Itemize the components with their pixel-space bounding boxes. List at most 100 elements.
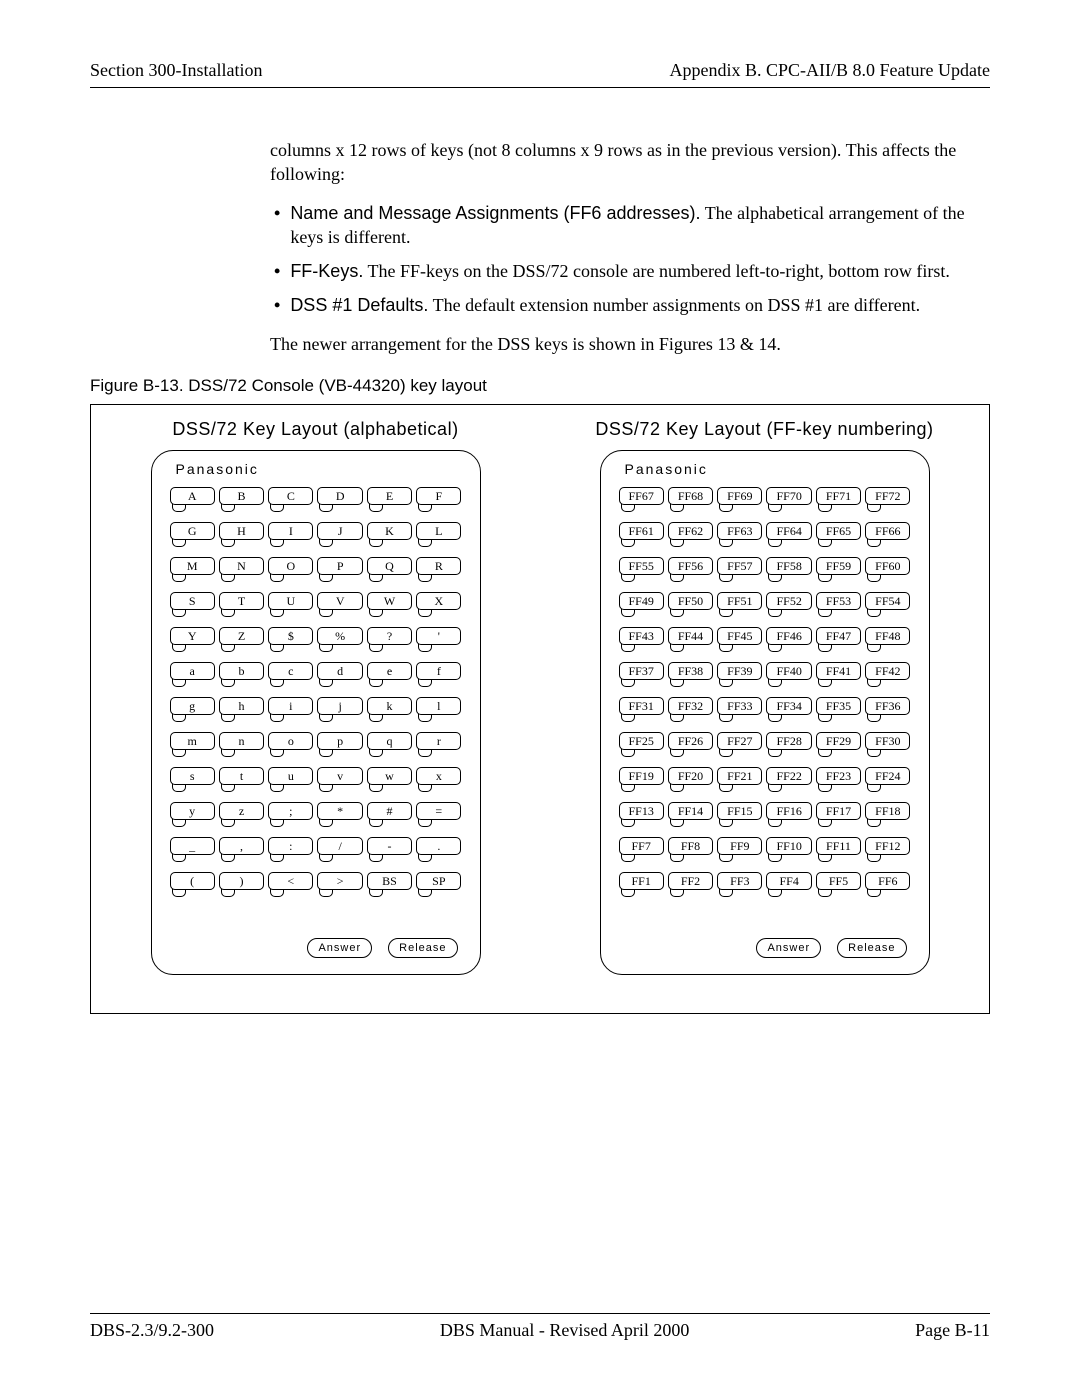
alpha-key: R [416,557,461,579]
ff-key-label: FF43 [619,627,664,645]
ff-key-label: FF25 [619,732,664,750]
alpha-key: V [317,592,362,614]
ff-key-label: FF50 [668,592,713,610]
ff-key: FF2 [668,872,713,894]
answer-button: Answer [756,938,821,958]
ff-key-label: FF29 [816,732,861,750]
alpha-key: A [170,487,215,509]
alpha-key: ( [170,872,215,894]
ff-key: FF42 [865,662,910,684]
footer-left: DBS-2.3/9.2-300 [90,1320,214,1341]
alpha-key: c [268,662,313,684]
ff-key: FF60 [865,557,910,579]
bullet-lead: FF-Keys. [290,261,363,281]
ff-key: FF36 [865,697,910,719]
alpha-key-label: k [367,697,412,715]
right-layout-title: DSS/72 Key Layout (FF-key numbering) [595,419,933,440]
ff-key-label: FF53 [816,592,861,610]
bullet-dot-icon: • [274,201,280,225]
ff-key-label: FF6 [865,872,910,890]
ff-key-label: FF7 [619,837,664,855]
ff-key-label: FF59 [816,557,861,575]
ff-key-label: FF11 [816,837,861,855]
alpha-key-label: G [170,522,215,540]
ff-key-label: FF8 [668,837,713,855]
ff-key-label: FF31 [619,697,664,715]
alpha-key: _ [170,837,215,859]
alpha-key-label: Z [219,627,264,645]
ff-key-label: FF35 [816,697,861,715]
bullet-rest: The default extension number assignments… [433,295,921,315]
alpha-key: ; [268,802,313,824]
alpha-key: E [367,487,412,509]
alpha-key-label: l [416,697,461,715]
ff-key: FF72 [865,487,910,509]
ff-key-label: FF42 [865,662,910,680]
ff-key: FF20 [668,767,713,789]
alpha-key: w [367,767,412,789]
ff-key: FF67 [619,487,664,509]
footer-center: DBS Manual - Revised April 2000 [440,1320,690,1341]
alpha-key-label: < [268,872,313,890]
ff-key: FF40 [766,662,811,684]
alpha-key: o [268,732,313,754]
ff-key: FF11 [816,837,861,859]
ff-key-label: FF38 [668,662,713,680]
alpha-key: i [268,697,313,719]
ff-key: FF14 [668,802,713,824]
alpha-key: a [170,662,215,684]
alpha-key-label: SP [416,872,461,890]
alpha-key: z [219,802,264,824]
alpha-key-label: d [317,662,362,680]
release-button: Release [837,938,906,958]
alpha-key: I [268,522,313,544]
bullet-lead: DSS #1 Defaults. [290,295,428,315]
ff-key: FF19 [619,767,664,789]
alpha-keygrid: ABCDEFGHIJKLMNOPQRSTUVWXYZ$%?'abcdefghij… [170,487,462,894]
alpha-key-label: > [317,872,362,890]
ff-key-label: FF37 [619,662,664,680]
ff-key: FF66 [865,522,910,544]
ff-key-label: FF58 [766,557,811,575]
ff-key-label: FF19 [619,767,664,785]
alpha-key: BS [367,872,412,894]
bottom-buttons: Answer Release [619,920,911,964]
ff-key-label: FF47 [816,627,861,645]
ff-key-label: FF71 [816,487,861,505]
ff-key: FF15 [717,802,762,824]
ff-key-label: FF60 [865,557,910,575]
alpha-key: f [416,662,461,684]
alpha-key: S [170,592,215,614]
alpha-key-label: R [416,557,461,575]
ff-key: FF55 [619,557,664,579]
alpha-key: L [416,522,461,544]
alpha-key: y [170,802,215,824]
ff-key: FF45 [717,627,762,649]
alpha-key-label: , [219,837,264,855]
figure-box: DSS/72 Key Layout (alphabetical) Panason… [90,404,990,1014]
alpha-key: g [170,697,215,719]
ff-key: FF24 [865,767,910,789]
ff-key-label: FF2 [668,872,713,890]
footer-right: Page B-11 [915,1320,990,1341]
ff-key: FF29 [816,732,861,754]
ff-key: FF34 [766,697,811,719]
alpha-key: M [170,557,215,579]
alpha-key-label: N [219,557,264,575]
alpha-key-label: c [268,662,313,680]
alpha-key: m [170,732,215,754]
ff-key-label: FF10 [766,837,811,855]
alpha-key: ) [219,872,264,894]
ff-key-label: FF44 [668,627,713,645]
alpha-key-label: # [367,802,412,820]
alpha-key-label: Y [170,627,215,645]
release-button: Release [388,938,457,958]
alpha-key-label: O [268,557,313,575]
alpha-key: H [219,522,264,544]
ff-key-label: FF55 [619,557,664,575]
alpha-key-label: s [170,767,215,785]
alpha-key-label: L [416,522,461,540]
alpha-key-label: q [367,732,412,750]
ff-key: FF30 [865,732,910,754]
ff-key: FF59 [816,557,861,579]
